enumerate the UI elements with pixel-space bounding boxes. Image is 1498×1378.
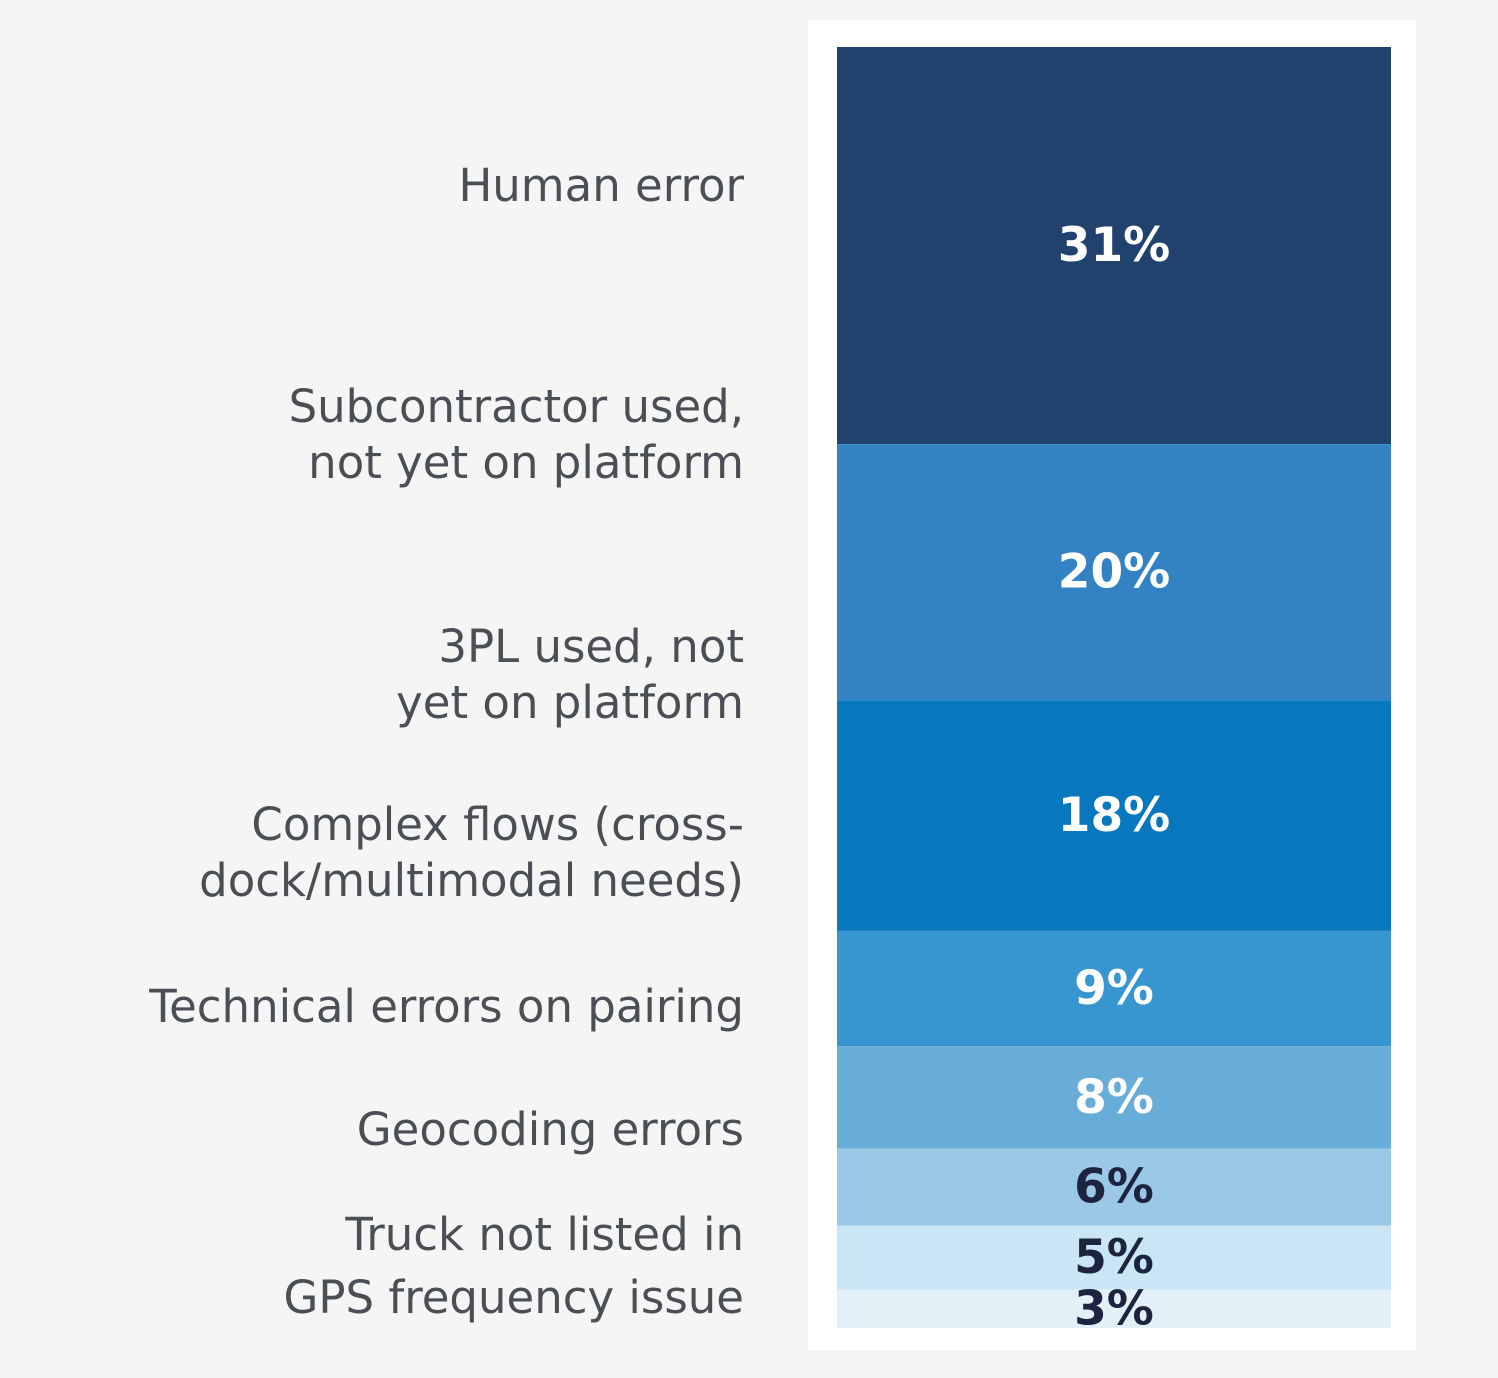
data-label-6: 6%	[1074, 1160, 1154, 1215]
category-label-8: GPS frequency issue	[283, 1271, 744, 1324]
data-label-1: 31%	[1058, 218, 1171, 273]
bar-segment-1	[837, 47, 1391, 445]
bar-segment-3	[837, 700, 1391, 931]
bar-segment-5	[837, 1046, 1391, 1149]
bar-segment-8	[837, 1289, 1391, 1328]
data-label-4: 9%	[1074, 961, 1154, 1016]
category-label-5: Technical errors on pairing	[149, 980, 744, 1033]
category-label-1: Human error	[458, 159, 744, 212]
category-label-7: Truck not listed in	[345, 1208, 744, 1261]
data-label-8: 3%	[1074, 1281, 1154, 1336]
data-label-5: 8%	[1074, 1070, 1154, 1125]
bar-segment-4	[837, 930, 1391, 1047]
category-label-6: Geocoding errors	[356, 1103, 744, 1156]
bar-segment-6	[837, 1148, 1391, 1226]
data-label-3: 18%	[1058, 788, 1171, 843]
category-label-2: Subcontractor used, not yet on platform	[288, 380, 744, 489]
data-label-7: 5%	[1074, 1230, 1154, 1285]
category-label-4: Complex flows (cross- dock/multimodal ne…	[199, 798, 744, 907]
bar-segment-2	[837, 444, 1391, 701]
data-label-2: 20%	[1058, 545, 1171, 600]
category-label-3: 3PL used, not yet on platform	[396, 620, 744, 729]
bar-segment-7	[837, 1225, 1391, 1290]
